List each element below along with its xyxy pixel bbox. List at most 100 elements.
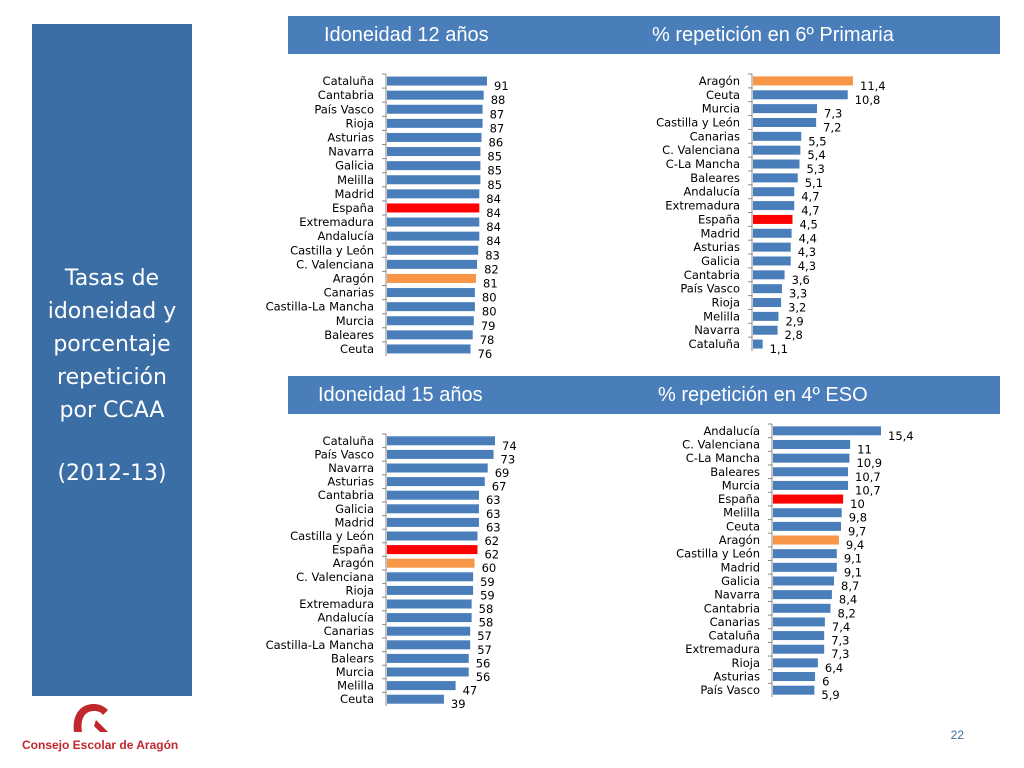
data-label: 5,5 bbox=[808, 134, 826, 148]
category-label: Extremadura bbox=[685, 642, 760, 656]
category-label: Cantabria bbox=[318, 88, 374, 102]
data-label: 62 bbox=[484, 534, 499, 548]
data-label: 87 bbox=[490, 121, 505, 135]
banner-idoneidad-12: Idoneidad 12 años bbox=[324, 24, 489, 46]
data-label: 81 bbox=[483, 276, 498, 290]
category-label: Navarra bbox=[694, 323, 740, 337]
bar bbox=[753, 256, 791, 266]
data-label: 57 bbox=[477, 643, 492, 657]
category-label: Ceuta bbox=[340, 342, 374, 356]
data-label: 63 bbox=[486, 493, 501, 507]
data-label: 3,3 bbox=[789, 287, 807, 301]
data-label: 84 bbox=[486, 192, 501, 206]
data-label: 85 bbox=[487, 178, 502, 192]
data-label: 2,8 bbox=[785, 328, 803, 342]
bar bbox=[387, 259, 478, 269]
side-title-line3: porcentaje bbox=[53, 332, 171, 357]
category-label: Galicia bbox=[721, 574, 760, 588]
data-label: 56 bbox=[476, 670, 491, 684]
logo: Consejo Escolar de Aragón bbox=[22, 700, 178, 756]
category-label: Castilla-La Mancha bbox=[266, 300, 374, 314]
category-label: Aragón bbox=[699, 74, 740, 88]
bar bbox=[387, 175, 481, 185]
category-label: Cataluña bbox=[323, 434, 374, 448]
category-label: Aragón bbox=[719, 533, 760, 547]
category-label: Cataluña bbox=[323, 74, 374, 88]
category-label: Navarra bbox=[714, 588, 760, 602]
category-label: Balears bbox=[331, 651, 374, 665]
bar bbox=[753, 201, 795, 211]
bar bbox=[753, 145, 801, 155]
banner-idoneidad-15: Idoneidad 15 años bbox=[318, 384, 483, 406]
data-label: 7,3 bbox=[824, 107, 842, 121]
data-label: 88 bbox=[491, 93, 506, 107]
category-label: España bbox=[698, 212, 740, 226]
category-label: Castilla y León bbox=[656, 115, 740, 129]
data-label: 5,9 bbox=[821, 688, 839, 702]
data-label: 84 bbox=[486, 220, 501, 234]
data-label: 63 bbox=[486, 507, 501, 521]
category-label: Cataluña bbox=[709, 629, 760, 643]
category-label: Navarra bbox=[328, 145, 374, 159]
bar bbox=[387, 531, 478, 541]
category-label: Castilla y León bbox=[290, 243, 374, 257]
category-label: España bbox=[332, 543, 374, 557]
bar bbox=[387, 330, 473, 340]
bar bbox=[387, 302, 475, 312]
bar bbox=[753, 173, 798, 183]
data-label: 82 bbox=[484, 262, 499, 276]
category-label: Galicia bbox=[335, 502, 374, 516]
bar bbox=[753, 117, 817, 127]
bar bbox=[387, 90, 484, 100]
bar bbox=[773, 644, 825, 654]
bar bbox=[773, 658, 818, 668]
category-label: Murcia bbox=[336, 314, 374, 328]
bar bbox=[387, 477, 485, 487]
data-label: 84 bbox=[486, 234, 501, 248]
category-label: C. Valenciana bbox=[682, 437, 760, 451]
bar bbox=[753, 284, 782, 294]
category-label: Canarias bbox=[710, 615, 760, 629]
logo-org-name: Consejo Escolar de Aragón bbox=[22, 738, 179, 752]
bar bbox=[753, 242, 791, 252]
category-label: Madrid bbox=[721, 560, 761, 574]
data-label: 8,7 bbox=[841, 579, 859, 593]
category-label: Ceuta bbox=[340, 692, 374, 706]
bar bbox=[773, 672, 816, 682]
data-label: 4,5 bbox=[799, 217, 817, 231]
bar bbox=[773, 467, 849, 477]
category-label: País Vasco bbox=[700, 683, 760, 697]
bar bbox=[387, 344, 471, 354]
data-label: 1,1 bbox=[770, 342, 788, 356]
category-label: Rioja bbox=[346, 116, 374, 130]
data-label: 3,6 bbox=[792, 273, 810, 287]
data-label: 58 bbox=[479, 602, 494, 616]
data-label: 91 bbox=[494, 79, 509, 93]
data-label: 60 bbox=[482, 561, 497, 575]
logo-mark-icon bbox=[73, 704, 108, 732]
bar bbox=[387, 104, 483, 114]
data-label: 2,9 bbox=[785, 314, 803, 328]
data-label: 10,8 bbox=[855, 93, 881, 107]
bar bbox=[387, 599, 472, 609]
bar bbox=[773, 631, 825, 641]
category-label: Galicia bbox=[335, 159, 374, 173]
data-label: 5,4 bbox=[807, 148, 825, 162]
data-label: 9,1 bbox=[844, 552, 862, 566]
category-label: Rioja bbox=[732, 656, 760, 670]
data-label: 11 bbox=[857, 442, 872, 456]
bar bbox=[773, 453, 850, 463]
category-label: C-La Mancha bbox=[686, 451, 760, 465]
category-label: Cantabria bbox=[684, 268, 740, 282]
category-label: Andalucía bbox=[683, 185, 740, 199]
banner-repeticion-6-primaria: % repetición en 6º Primaria bbox=[652, 24, 894, 46]
bar bbox=[387, 203, 480, 213]
category-label: Melilla bbox=[337, 679, 374, 693]
side-title-line1: Tasas de bbox=[64, 266, 160, 291]
bar bbox=[387, 681, 456, 691]
page-number: 22 bbox=[950, 728, 964, 742]
bar bbox=[387, 517, 479, 527]
bar bbox=[387, 640, 471, 650]
side-title-years: (2012-13) bbox=[57, 461, 167, 486]
bar bbox=[773, 521, 842, 531]
